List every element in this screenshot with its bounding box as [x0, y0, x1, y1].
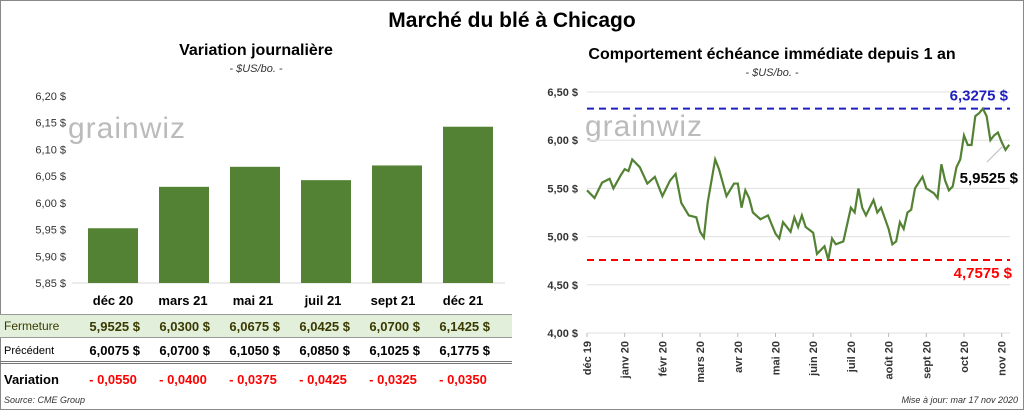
bar-mai-21: [230, 166, 280, 283]
column-header: juil 21: [304, 292, 342, 308]
y-tick-label: 5,00 $: [547, 232, 578, 244]
watermark-logo-left: grainwiz: [68, 112, 187, 145]
y-tick-label: 6,00 $: [35, 198, 66, 210]
table-cell: 6,0700 $: [159, 343, 210, 358]
x-tick-label: juin 20: [808, 341, 820, 377]
y-tick-label: 5,95 $: [35, 225, 66, 237]
table-cell: 6,1050 $: [229, 343, 280, 358]
y-tick-label: 5,85 $: [35, 278, 66, 290]
y-tick-label: 6,20 $: [35, 91, 66, 103]
table-cell: 6,1025 $: [369, 343, 420, 358]
table-cell: 6,0850 $: [299, 343, 350, 358]
table-cell: 6,1425 $: [439, 318, 490, 334]
low-label: 4,7575 $: [954, 265, 1013, 282]
table-cell: 6,0075 $: [89, 343, 140, 358]
page-title: Marché du blé à Chicago: [388, 9, 636, 32]
y-tick-label: 6,15 $: [35, 118, 66, 130]
table-cell: 6,0425 $: [299, 318, 350, 334]
y-tick-label: 5,50 $: [547, 183, 578, 195]
x-tick-label: janv 20: [620, 341, 632, 379]
table-cell: 6,1775 $: [439, 343, 490, 358]
bar-déc-21: [443, 126, 493, 283]
update-note: Mise à jour: mar 17 nov 2020: [901, 395, 1018, 405]
column-header: déc 21: [442, 292, 484, 308]
left-chart-unit: - $US/bo. -: [229, 63, 283, 75]
watermark-logo-right: grainwiz: [585, 110, 704, 143]
left-chart-title: Variation journalière: [179, 42, 333, 59]
y-tick-label: 6,05 $: [35, 171, 66, 183]
table-cell: - 0,0425: [299, 371, 347, 387]
right-chart-title: Comportement échéance immédiate depuis 1…: [588, 46, 956, 63]
table-header: déc 20 mars 21 mai 21 juil 21 sept 21 déc 21: [0, 290, 512, 310]
column-header: sept 21: [370, 292, 416, 308]
bar-sept-21: [372, 165, 422, 283]
x-tick-label: mai 20: [771, 341, 783, 375]
column-header: mai 21: [232, 292, 274, 308]
right-chart-unit: - $US/bo. -: [745, 67, 799, 79]
table-cell: 5,9525 $: [89, 318, 140, 334]
bar-déc-20: [88, 228, 138, 283]
table-cell: - 0,0350: [439, 371, 487, 387]
row-label: Précédent: [4, 344, 55, 357]
x-tick-label: déc 19: [582, 341, 594, 375]
y-tick-label: 6,50 $: [547, 87, 578, 99]
x-tick-label: juil 20: [846, 341, 858, 373]
x-tick-label: sept 20: [921, 341, 933, 379]
source-note: Source: CME Group: [4, 395, 86, 405]
table-cell: - 0,0550: [89, 371, 137, 387]
row-label: Variation: [4, 371, 59, 387]
price-line: [586, 106, 1011, 261]
table-row-variation: Variation - 0,0550 - 0,0400 - 0,0375 - 0,042…: [0, 367, 512, 391]
table-row-precedent: Précédent 6,0075 $ 6,0700 $ 6,1050 $ 6,0850 …: [0, 340, 512, 364]
row-label: Fermeture: [4, 319, 60, 333]
last-value-label: 5,9525 $: [960, 170, 1019, 187]
column-header: mars 21: [158, 292, 208, 308]
x-tick-label: févr 20: [657, 341, 669, 376]
table-cell: - 0,0400: [159, 371, 207, 387]
table-cell: 6,0700 $: [369, 318, 420, 334]
x-tick-label: nov 20: [997, 341, 1009, 376]
last-leader-line: [986, 145, 1004, 163]
y-tick-label: 6,00 $: [547, 135, 578, 147]
table-cell: 6,0675 $: [229, 318, 280, 334]
x-tick-label: août 20: [884, 341, 896, 380]
y-tick-label: 6,10 $: [35, 144, 66, 156]
x-tick-label: avr 20: [733, 341, 745, 373]
y-tick-label: 5,90 $: [35, 251, 66, 263]
high-label: 6,3275 $: [950, 88, 1009, 105]
bar-juil-21: [301, 180, 351, 283]
table-cell: - 0,0325: [369, 371, 417, 387]
x-tick-label: mars 20: [695, 341, 707, 383]
bar-mars-21: [159, 186, 209, 283]
y-tick-label: 4,00 $: [547, 328, 578, 340]
y-tick-label: 4,50 $: [547, 280, 578, 292]
column-header: déc 20: [92, 292, 134, 308]
x-tick-label: oct 20: [959, 341, 971, 373]
table-row-fermeture: Fermeture 5,9525 $ 6,0300 $ 6,0675 $ 6,0425 …: [0, 314, 512, 338]
table-cell: 6,0300 $: [159, 318, 210, 334]
table-cell: - 0,0375: [229, 371, 277, 387]
